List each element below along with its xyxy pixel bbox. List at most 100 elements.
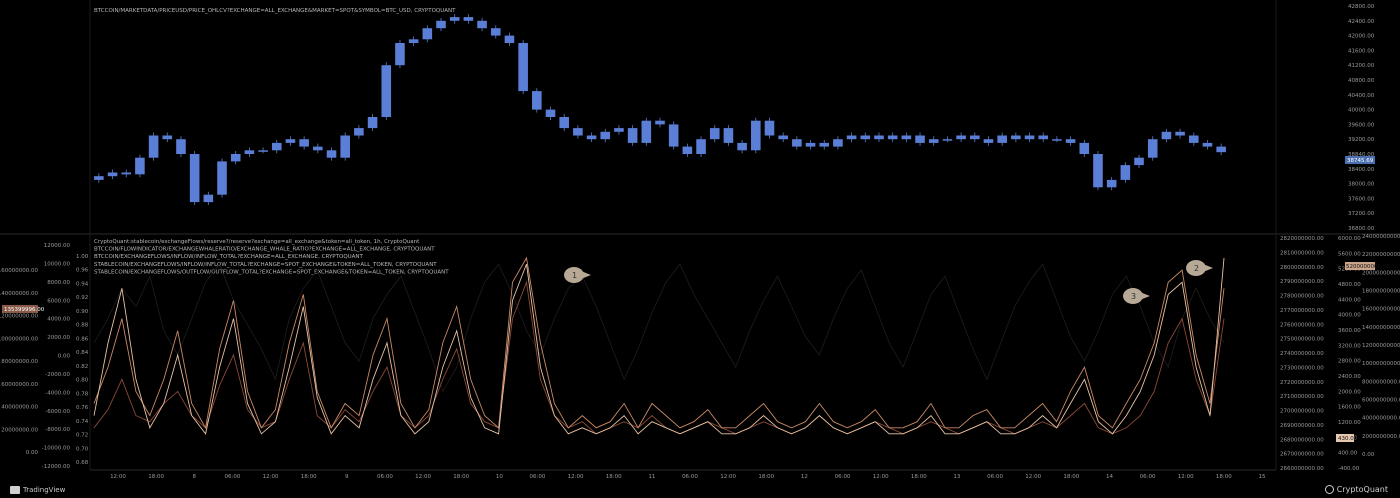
candle-body xyxy=(367,117,378,129)
candle-body xyxy=(833,139,843,147)
candle-body xyxy=(504,35,515,43)
x-tick-label: 18:00 xyxy=(911,474,927,480)
axis-e-tick-label: 2400.00 xyxy=(1338,374,1361,380)
axis-a-current-value: 135399996.00 xyxy=(4,307,45,313)
x-tick-label: 12 xyxy=(801,474,808,480)
x-tick-label: 12:00 xyxy=(720,474,736,480)
indicator-title: STABLECOIN/EXCHANGEFLOWS/INFLOW/INFLOW_T… xyxy=(94,262,437,268)
candle-body xyxy=(559,117,569,129)
axis-c-tick-label: 0.68 xyxy=(76,460,89,466)
axis-e-tick-label: 4400.00 xyxy=(1338,297,1361,303)
indicator-titles: CryptoQuant:stablecoin/exchangeFlows/res… xyxy=(94,239,449,275)
indicator-title: CryptoQuant:stablecoin/exchangeFlows/res… xyxy=(94,239,420,245)
axis-d-tick-label: 2800000000.00 xyxy=(1280,265,1324,271)
candle-body xyxy=(751,120,761,151)
axis-a-tick-label: 20000000.00 xyxy=(1,427,38,433)
candle-body xyxy=(1079,142,1090,154)
candle-body xyxy=(408,39,419,43)
axis-d-tick-label: 2740000000.00 xyxy=(1280,351,1324,357)
price-tick-label: 42800.00 xyxy=(1348,4,1375,10)
price-axis: 42800.00 42400.00 42000.00 41600.00 41200.00… xyxy=(1348,4,1375,232)
indicator-title: BTCCOIN/EXCHANGEFLOWS/INFLOW/INFLOW_TOTA… xyxy=(94,254,364,260)
axis-b-tick-label: 10000.00 xyxy=(44,261,71,267)
candle-body xyxy=(463,17,474,21)
candle-body xyxy=(1216,146,1226,153)
candle-body xyxy=(217,161,227,195)
candle-body xyxy=(532,91,542,110)
candle-body xyxy=(176,139,186,154)
annotation-number: 3 xyxy=(1131,292,1136,301)
axis-a-tick-label: 80000000.00 xyxy=(1,359,38,365)
candle-body xyxy=(1147,139,1158,158)
candle-body xyxy=(148,135,159,158)
price-tick-label: 40400.00 xyxy=(1348,93,1375,99)
price-tick-label: 36800.00 xyxy=(1348,226,1375,232)
axis-d-tick-label: 2770000000.00 xyxy=(1280,308,1324,314)
x-tick-label: 06:00 xyxy=(530,474,546,480)
annotation-number: 2 xyxy=(1194,264,1199,273)
x-tick-label: 06:00 xyxy=(682,474,698,480)
axis-e-tick-label: 2000.00 xyxy=(1338,389,1361,395)
candle-body xyxy=(422,28,433,40)
candle-body xyxy=(354,128,364,136)
indicator-series-line xyxy=(93,280,1225,435)
axis-c-tick-label: 0.80 xyxy=(76,378,89,384)
axis-b-tick-label: 8000.00 xyxy=(47,280,70,286)
price-tick-label: 41200.00 xyxy=(1348,63,1375,69)
x-tick-label: 10 xyxy=(496,474,503,480)
axis-b-tick-label: -4000.00 xyxy=(45,390,70,396)
axis-d-tick-label: 2780000000.00 xyxy=(1280,294,1324,300)
axis-e-tick-label: 3600.00 xyxy=(1338,328,1361,334)
candle-body xyxy=(1202,142,1213,147)
candle-body xyxy=(915,135,925,143)
x-tick-label: 12:00 xyxy=(263,474,279,480)
annotation-pointer xyxy=(1140,292,1150,300)
axis-b-tick-label: -10000.00 xyxy=(42,446,71,452)
candle-body xyxy=(997,135,1007,143)
axis-c-tick-label: 0.86 xyxy=(76,336,89,342)
axis-b-tick-label: -12000.00 xyxy=(42,464,71,470)
axis-e-tick-label: 1600.00 xyxy=(1338,405,1361,411)
x-tick-label: 06:00 xyxy=(1140,474,1156,480)
candle-body xyxy=(189,154,200,203)
axis-b-tick-label: 6000.00 xyxy=(47,298,70,304)
axis-e-tick-label: 5600.00 xyxy=(1338,251,1361,257)
candle-body xyxy=(271,142,282,151)
price-tick-label: 37200.00 xyxy=(1348,211,1375,217)
x-tick-label: 06:00 xyxy=(835,474,851,480)
axis-f-tick-label: 14000000000.00 xyxy=(1362,325,1400,331)
tradingview-brand[interactable]: TradingView xyxy=(10,486,65,494)
candle-body xyxy=(696,139,706,154)
x-tick-label: 12:00 xyxy=(568,474,584,480)
candle-body xyxy=(1188,135,1199,143)
last-price-value: 38745.69 xyxy=(1347,158,1374,164)
axis-a-tick-label: 60000000.00 xyxy=(1,382,38,388)
chart-canvas: BTCCOIN/MARKETDATA/PRICEUSD/PRICE_OHLCV?… xyxy=(0,0,1400,480)
axis-f-current-value: 430.00 xyxy=(1338,436,1358,442)
candle-body xyxy=(121,172,132,175)
cryptoquant-brand[interactable]: CryptoQuant xyxy=(1324,485,1388,494)
candle-body xyxy=(983,139,994,143)
indicator-title: STABLECOIN/EXCHANGEFLOWS/OUTFLOW/OUTFLOW… xyxy=(94,269,449,275)
x-tick-label: 15 xyxy=(1259,474,1266,480)
candle-body xyxy=(1052,139,1062,141)
candle-body xyxy=(545,109,556,117)
x-tick-label: 18:00 xyxy=(1063,474,1079,480)
axis-c-tick-label: 0.72 xyxy=(76,433,88,439)
axis-e-tick-label: 6000.00 xyxy=(1338,236,1361,242)
axis-c-tick-label: 0.94 xyxy=(76,281,89,287)
indicator-series-line xyxy=(93,257,1225,435)
footer-bar: TradingView CryptoQuant xyxy=(0,484,1400,498)
candle-body xyxy=(1024,135,1035,140)
price-tick-label: 42400.00 xyxy=(1348,19,1375,25)
axis-f-tick-label: 18000000000.00 xyxy=(1362,289,1400,295)
candle-body xyxy=(682,146,693,154)
annotation-pointer xyxy=(1203,264,1213,272)
candle-body xyxy=(778,135,788,140)
candle-body xyxy=(573,128,583,136)
axis-c-tick-label: 0.90 xyxy=(76,309,89,315)
candle-body xyxy=(94,176,104,180)
candle-body xyxy=(244,150,255,154)
candle-body xyxy=(135,157,145,175)
axis-d-tick-label: 2700000000.00 xyxy=(1280,409,1324,415)
